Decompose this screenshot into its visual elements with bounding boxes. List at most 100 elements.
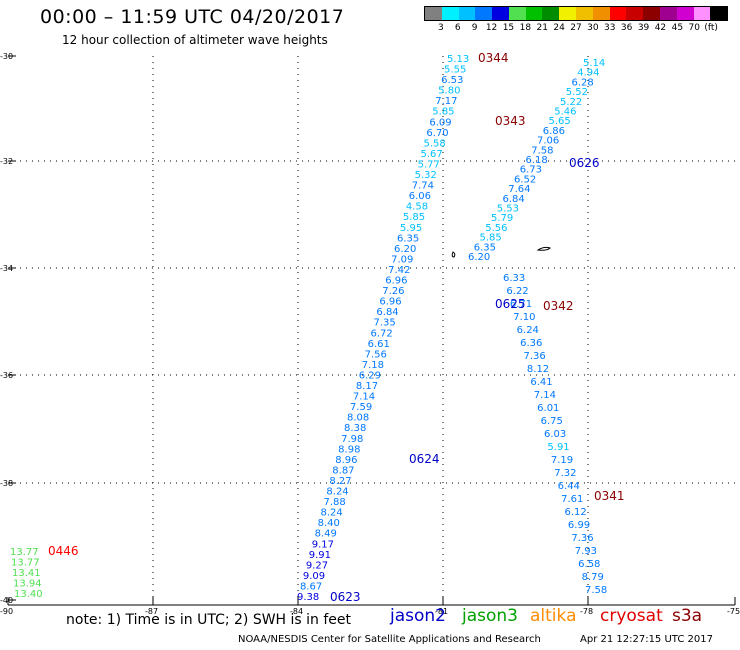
map-subtitle: 12 hour collection of altimeter wave hei… (62, 33, 328, 47)
swh-value-0344: 9.09 (303, 571, 325, 582)
swh-value-0626: 5.14 (583, 58, 605, 69)
swh-value-0344: 7.74 (412, 181, 434, 192)
swh-value-0342: 7.58 (585, 585, 607, 596)
swh-value-0344: 9.17 (312, 539, 334, 550)
colorbar-swatch (676, 7, 694, 20)
swh-value-0344: 6.06 (409, 191, 431, 202)
swh-value-0344: 5.67 (421, 149, 443, 160)
swh-value-0626: 5.65 (549, 116, 571, 127)
swh-value-0344: 6.09 (429, 117, 451, 128)
swh-value-0344: 5.80 (438, 86, 460, 97)
swh-value-0342: 6.01 (537, 403, 559, 414)
swh-value-0342: 8.79 (582, 572, 604, 583)
colorbar-label: 6 (454, 23, 461, 33)
pass-label-0446: 0446 (48, 544, 79, 558)
swh-value-0344: 8.98 (338, 444, 360, 455)
pass-label-0625: 0625 (495, 297, 526, 311)
colorbar-swatch (626, 7, 644, 20)
colorbar-label: 15 (502, 23, 515, 33)
colorbar-label: 42 (654, 23, 667, 33)
colorbar-label: 21 (536, 23, 548, 33)
colorbar-swatch (643, 7, 660, 20)
swh-value-0344: 9.91 (309, 550, 331, 561)
swh-value-0344: 8.27 (329, 476, 351, 487)
swh-value-0344: 8.08 (347, 413, 369, 424)
swh-value-0344: 7.56 (365, 349, 387, 360)
swh-value-0344: 6.96 (385, 276, 407, 287)
pass-label-0341: 0341 (594, 489, 625, 503)
swh-value-0342: 6.24 (517, 325, 539, 336)
lon-label: -90 (0, 607, 13, 616)
lon-label: -84 (290, 607, 303, 616)
swh-value-0344: 6.70 (426, 128, 448, 139)
swh-value-0344: 7.98 (341, 434, 363, 445)
swh-value-0626: 6.28 (572, 77, 594, 88)
colorbar-swatch (609, 7, 627, 20)
swh-value-0626: 6.20 (468, 252, 490, 263)
swh-value-0342: 6.41 (530, 377, 552, 388)
swh-value-0626: 7.58 (531, 145, 553, 156)
swh-value-0626: 6.35 (474, 242, 496, 253)
swh-value-0446: 13.77 (11, 558, 40, 569)
swh-value-0446: 13.77 (10, 547, 39, 558)
colorbar-label: 3 (438, 23, 444, 33)
colorbar-swatch (710, 7, 728, 20)
swh-value-0344: 9.38 (297, 592, 319, 603)
credit-line: NOAA/NESDIS Center for Satellite Applica… (238, 634, 541, 645)
pass-label-0624: 0624 (409, 452, 440, 466)
lat-label: -30 (0, 52, 13, 61)
swh-value-0342: 7.36 (524, 351, 546, 362)
swh-value-0344: 5.95 (400, 223, 422, 234)
lat-label: -38 (0, 479, 13, 488)
colorbar-label: (ft) (704, 23, 718, 33)
swh-value-0342: 6.99 (568, 520, 590, 531)
swh-value-0342: 8.12 (527, 364, 549, 375)
swh-value-0344: 7.35 (373, 318, 395, 329)
pass-label-0626: 0626 (569, 156, 600, 170)
satellite-jason3: jason3 (462, 606, 518, 626)
swh-value-0344: 7.09 (391, 254, 413, 265)
swh-value-0342: 7.32 (554, 468, 576, 479)
swh-value-0344: 6.96 (379, 297, 401, 308)
satellite-cryosat: cryosat (600, 606, 663, 626)
swh-value-0626: 5.22 (560, 97, 582, 108)
swh-value-0342: 6.58 (578, 559, 600, 570)
swh-value-0344: 6.72 (371, 328, 393, 339)
swh-value-0344: 9.27 (306, 560, 328, 571)
swh-value-0344: 5.32 (415, 170, 437, 181)
swh-value-0344: 6.61 (368, 339, 390, 350)
lon-label: -75 (727, 607, 740, 616)
colorbar-label: 9 (471, 23, 478, 33)
swh-value-0344: 5.55 (444, 65, 466, 76)
colorbar-swatches (424, 6, 728, 21)
swh-value-0344: 8.17 (356, 381, 378, 392)
swh-value-0344: 6.29 (359, 370, 381, 381)
island-shape (451, 251, 456, 258)
colorbar-swatch (659, 7, 677, 20)
swh-value-0344: 5.77 (418, 159, 440, 170)
pass-label-0344: 0344 (478, 51, 509, 65)
colorbar-legend: 3 6 9 12 15 18 21 24 27 30 33 36 39 42 45 70 (ft) (424, 6, 728, 35)
colorbar-swatch (559, 7, 577, 20)
swh-value-0344: 7.17 (435, 96, 457, 107)
swh-value-0344: 5.13 (447, 54, 469, 65)
generation-timestamp: Apr 21 12:27:15 UTC 2017 (580, 634, 713, 645)
colorbar-swatch (576, 7, 593, 20)
lat-label: -34 (0, 264, 13, 273)
swh-value-0342: 6.03 (544, 429, 566, 440)
swh-value-0344: 7.18 (362, 360, 384, 371)
swh-value-0342: 7.14 (534, 390, 556, 401)
swh-value-0626: 4.94 (577, 68, 599, 79)
swh-value-0344: 8.96 (335, 455, 357, 466)
swh-value-0342: 5.91 (547, 442, 569, 453)
colorbar-swatch (425, 7, 442, 20)
satellite-jason2: jason2 (390, 606, 446, 626)
swh-value-0344: 8.24 (321, 508, 343, 519)
satellite-altika: altika (530, 606, 577, 626)
colorbar-label: 70 (688, 23, 700, 33)
colorbar-label: 27 (570, 23, 582, 33)
swh-value-0626: 5.85 (480, 233, 502, 244)
pass-label-0342: 0342 (543, 299, 574, 313)
swh-value-0342: 6.75 (541, 416, 563, 427)
swh-value-0342: 7.61 (561, 494, 583, 505)
